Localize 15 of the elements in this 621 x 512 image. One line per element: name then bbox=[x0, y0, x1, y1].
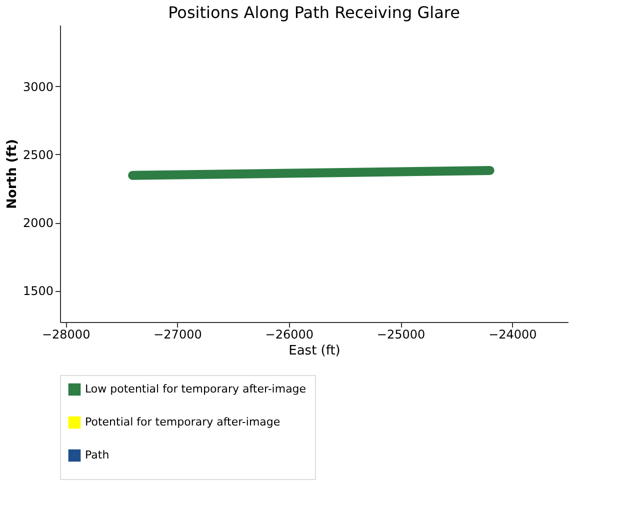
x-tick-label: −24000 bbox=[488, 328, 537, 342]
y-tick-label: 2000 bbox=[22, 216, 54, 230]
legend-label: Low potential for temporary after-image bbox=[85, 382, 306, 396]
x-tick-label: −26000 bbox=[265, 328, 314, 342]
legend-label: Path bbox=[85, 448, 110, 462]
x-tick-label: −25000 bbox=[376, 328, 426, 342]
x-tick-label: −27000 bbox=[154, 328, 202, 342]
x-tick-label: −28000 bbox=[42, 328, 90, 342]
chart-title: Positions Along Path Receiving Glare bbox=[168, 3, 460, 22]
x-axis-title: East (ft) bbox=[288, 344, 340, 358]
legend-label: Potential for temporary after-image bbox=[85, 416, 280, 428]
y-tick-label: 1500 bbox=[22, 284, 54, 298]
y-tick-label: 2500 bbox=[22, 148, 54, 162]
y-axis-title: North (ft) bbox=[4, 139, 20, 209]
y-tick-label: 3000 bbox=[22, 80, 54, 94]
